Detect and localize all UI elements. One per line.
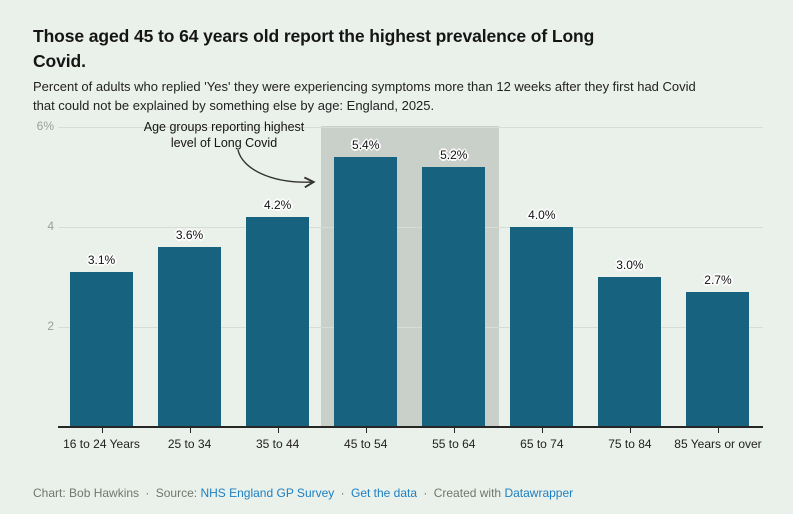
bar-55-to-64[interactable] [422,167,486,427]
y-axis-tick-label: 2 [47,319,54,333]
x-axis-label: 45 to 54 [344,437,388,451]
chart-subtitle-line1: Percent of adults who replied 'Yes' they… [33,79,696,94]
bar-value-label: 4.2% [263,198,292,212]
annotation-line2: level of Long Covid [170,135,278,150]
chart-credit: Chart: Bob Hawkins [33,486,140,500]
bar-65-to-74[interactable] [510,227,574,427]
x-axis-tick [277,428,279,433]
chart-subtitle: Percent of adults who replied 'Yes' they… [33,78,778,115]
x-axis-tick [541,428,543,433]
x-axis-label: 16 to 24 Years [63,437,140,451]
annotation-line1: Age groups reporting highest [143,120,305,134]
x-axis-line [58,426,763,428]
x-axis-label: 65 to 74 [520,437,564,451]
x-axis-tick [189,428,191,433]
y-axis-tick-label: 4 [47,219,54,233]
chart-annotation: Age groups reporting highest level of Lo… [128,120,320,151]
source-link[interactable]: NHS England GP Survey [200,486,335,500]
bar-75-to-84[interactable] [598,277,662,427]
created-with-label: Created with [433,486,502,500]
x-axis-label: 75 to 84 [608,437,652,451]
bar-value-label: 4.0% [528,208,556,222]
chart-title: Those aged 45 to 64 years old report the… [33,24,763,74]
y-axis-tick-label: 6% [36,119,54,133]
bar-value-label: 3.0% [616,258,644,272]
x-axis-tick [365,428,367,433]
bar-16-to-24-years[interactable] [70,272,133,427]
bar-25-to-34[interactable] [158,247,222,427]
x-axis-label: 85 Years or over [674,437,762,451]
footer-credits: Chart: Bob Hawkins · Source: NHS England… [33,486,574,500]
bar-85-years-or-over[interactable] [686,292,750,427]
bar-value-label: 3.1% [87,253,116,267]
bar-value-label: 2.7% [704,273,732,287]
bar-35-to-44[interactable] [246,217,310,427]
gridline-4 [58,227,763,228]
bar-value-label: 3.6% [175,228,204,242]
chart-title-line2: Covid. [33,50,86,71]
x-axis-label: 25 to 34 [167,437,212,451]
gridline-6 [58,127,763,128]
bar-value-label: 5.4% [352,138,380,152]
x-axis-tick [453,428,455,433]
bar-value-label: 5.2% [440,148,468,162]
chart-title-line1: Those aged 45 to 64 years old report the… [33,25,595,46]
x-axis-label: 35 to 44 [255,437,300,451]
x-axis-tick [629,428,631,433]
datawrapper-link[interactable]: Datawrapper [504,486,574,500]
annotation-arrow-icon [237,149,316,189]
source-label: Source: [155,486,198,500]
x-axis-label: 55 to 64 [432,437,476,451]
x-axis-tick [101,428,103,433]
bar-45-to-54[interactable] [334,157,398,427]
get-the-data-link[interactable]: Get the data [350,486,418,500]
chart-subtitle-line2: that could not be explained by something… [33,97,435,113]
x-axis-tick [717,428,719,433]
gridline-2 [58,327,763,328]
